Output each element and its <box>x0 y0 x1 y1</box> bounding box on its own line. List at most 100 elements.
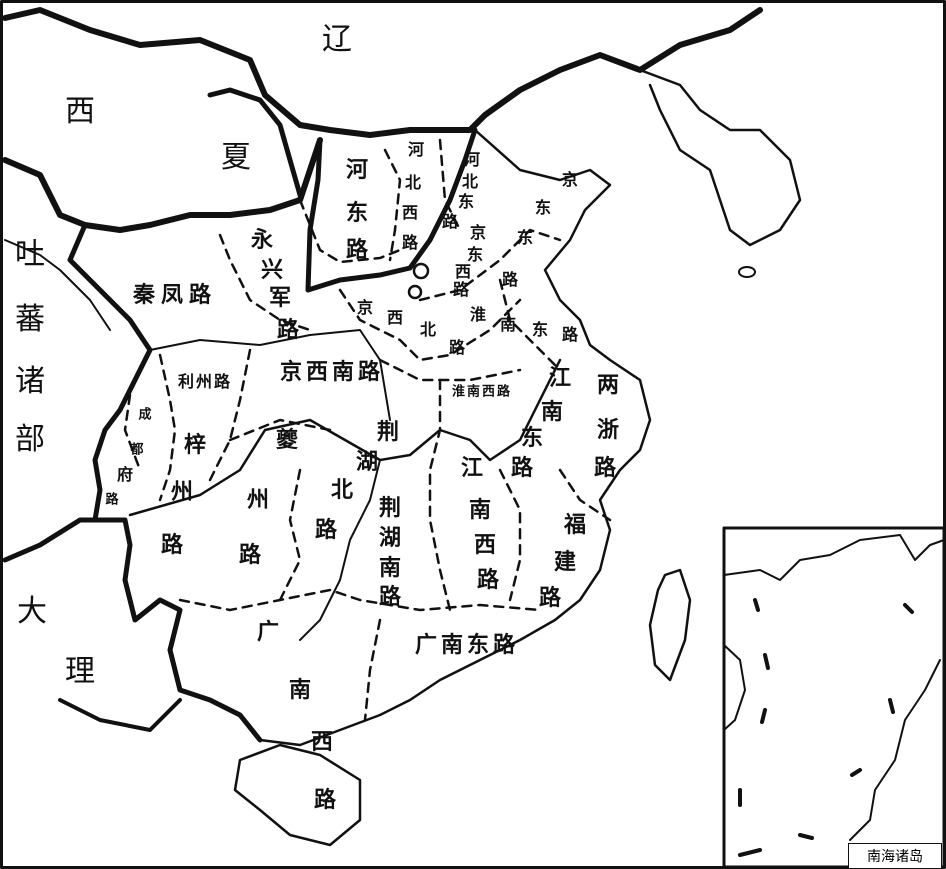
label-jinghu-bei: 路 <box>314 517 338 543</box>
label-jinghu-nan: 路 <box>378 584 402 610</box>
label-huainan-dong: 南 <box>499 315 517 334</box>
label-hebei-xi: 西 <box>401 203 419 222</box>
label-zizhou: 州 <box>170 479 194 505</box>
label-kuizhou: 夔 <box>275 427 299 453</box>
label-yongxingjun: 兴 <box>260 257 284 283</box>
label-jingxi-bei: 京 <box>356 298 374 317</box>
label-chengdufu: 路 <box>105 492 119 508</box>
label-kuizhou: 路 <box>238 542 262 568</box>
label-chengdufu: 成 <box>138 407 152 423</box>
label-fujian: 福 <box>563 512 587 538</box>
korea-coast <box>638 68 802 247</box>
label-yongxingjun: 路 <box>276 317 300 343</box>
label-liao: 辽 <box>322 22 352 57</box>
border-tubo <box>67 222 263 743</box>
label-jingxi-nan: 京西南路 <box>279 359 385 385</box>
label-jingxi-bei: 北 <box>419 320 437 339</box>
label-jiangnan-dong: 南 <box>540 399 564 425</box>
label-hebei-dong: 东 <box>457 192 475 211</box>
label-jingdong-dong: 路 <box>501 270 519 289</box>
label-jingxi-bei: 西 <box>386 308 404 327</box>
label-jingdong-xi: 京 <box>469 223 487 242</box>
label-jiangnan-xi: 江 <box>460 455 484 481</box>
label-tubo-3: 诸 <box>15 364 45 399</box>
label-zizhou: 路 <box>160 532 184 558</box>
label-jiangnan-dong: 江 <box>548 365 572 391</box>
label-qinfeng: 秦凤路 <box>132 282 218 308</box>
label-hebei-xi: 河 <box>407 140 425 159</box>
island <box>738 266 756 278</box>
label-huainan-dong: 东 <box>531 320 549 339</box>
capital-marker-kaifeng <box>412 262 430 280</box>
label-hebei-dong: 河 <box>463 150 481 169</box>
label-tubo-1: 吐 <box>15 237 45 272</box>
label-jingdong-xi: 西 <box>454 262 472 281</box>
label-huainan-xi: 淮南西路 <box>451 384 513 400</box>
label-jiangnan-dong: 东 <box>520 425 544 451</box>
inset-coast <box>723 534 945 581</box>
label-jiangnan-xi: 西 <box>473 532 497 558</box>
inner-river <box>128 358 562 517</box>
label-guangnan-dong: 广南东路 <box>414 632 520 658</box>
label-fujian: 建 <box>553 549 577 575</box>
label-hebei-xi: 路 <box>401 233 419 252</box>
label-lizhou: 利州路 <box>177 372 233 391</box>
label-guangnan-xi: 西 <box>310 729 334 755</box>
label-liangzhe: 浙 <box>596 417 620 443</box>
label-jingdong-dong: 京 <box>561 170 579 189</box>
taiwan <box>648 568 692 682</box>
label-chengdufu: 府 <box>116 465 134 484</box>
label-jinghu-bei: 荆 <box>376 419 400 445</box>
label-yongxingjun: 永 <box>250 227 274 253</box>
label-hebei-dong: 北 <box>461 172 479 191</box>
border-liao <box>2 7 763 138</box>
label-guangnan-xi: 南 <box>288 677 312 703</box>
label-guangnan-xi: 路 <box>313 787 337 813</box>
label-liangzhe: 两 <box>596 372 620 398</box>
inset-frame <box>722 526 946 869</box>
label-jingdong-dong: 东 <box>516 228 534 247</box>
border-xixia <box>2 137 323 233</box>
label-jiangnan-xi: 路 <box>476 567 500 593</box>
label-tubo-4: 部 <box>15 422 45 457</box>
label-huainan-dong: 路 <box>561 325 579 344</box>
label-dali-2: 理 <box>65 654 95 689</box>
label-hedong: 路 <box>345 237 369 263</box>
border-dali <box>2 517 98 563</box>
border-xixia-2 <box>207 87 303 198</box>
label-huainan-dong: 淮 <box>469 305 487 324</box>
label-xixia-2: 夏 <box>221 140 251 175</box>
border-north <box>305 127 478 293</box>
label-hedong: 河 <box>345 157 369 183</box>
coastline <box>258 128 652 747</box>
label-zizhou: 梓 <box>183 432 207 458</box>
label-hebei-dong: 路 <box>441 212 459 231</box>
label-tubo-2: 蕃 <box>15 302 45 337</box>
border-dali-2 <box>58 698 182 732</box>
inset-coast-2 <box>723 644 746 731</box>
label-jingdong-xi: 路 <box>452 280 470 299</box>
label-jinghu-bei: 湖 <box>355 449 379 475</box>
label-hebei-xi: 北 <box>404 173 422 192</box>
inner-line-4 <box>4 239 111 331</box>
label-jiangnan-dong: 路 <box>510 455 534 481</box>
label-hedong: 东 <box>345 200 369 226</box>
label-kuizhou: 州 <box>246 487 270 513</box>
inset-caption: 南海诸岛 <box>848 843 942 869</box>
label-guangnan-xi: 广 <box>256 619 280 645</box>
inner-line-3 <box>299 459 381 641</box>
label-yongxingjun: 军 <box>268 285 292 311</box>
label-xixia-1: 西 <box>65 94 95 129</box>
circuit-boundaries <box>123 138 612 722</box>
label-jinghu-nan: 荆 <box>378 495 402 521</box>
label-jinghu-bei: 北 <box>330 477 354 503</box>
label-jingdong-dong: 东 <box>534 198 552 217</box>
label-jinghu-nan: 湖 <box>378 525 402 551</box>
capital-marker-luoyang <box>407 284 423 300</box>
label-jingxi-bei: 路 <box>448 338 466 357</box>
label-jingdong-xi: 东 <box>466 245 484 264</box>
inset-coast-3 <box>849 659 941 841</box>
